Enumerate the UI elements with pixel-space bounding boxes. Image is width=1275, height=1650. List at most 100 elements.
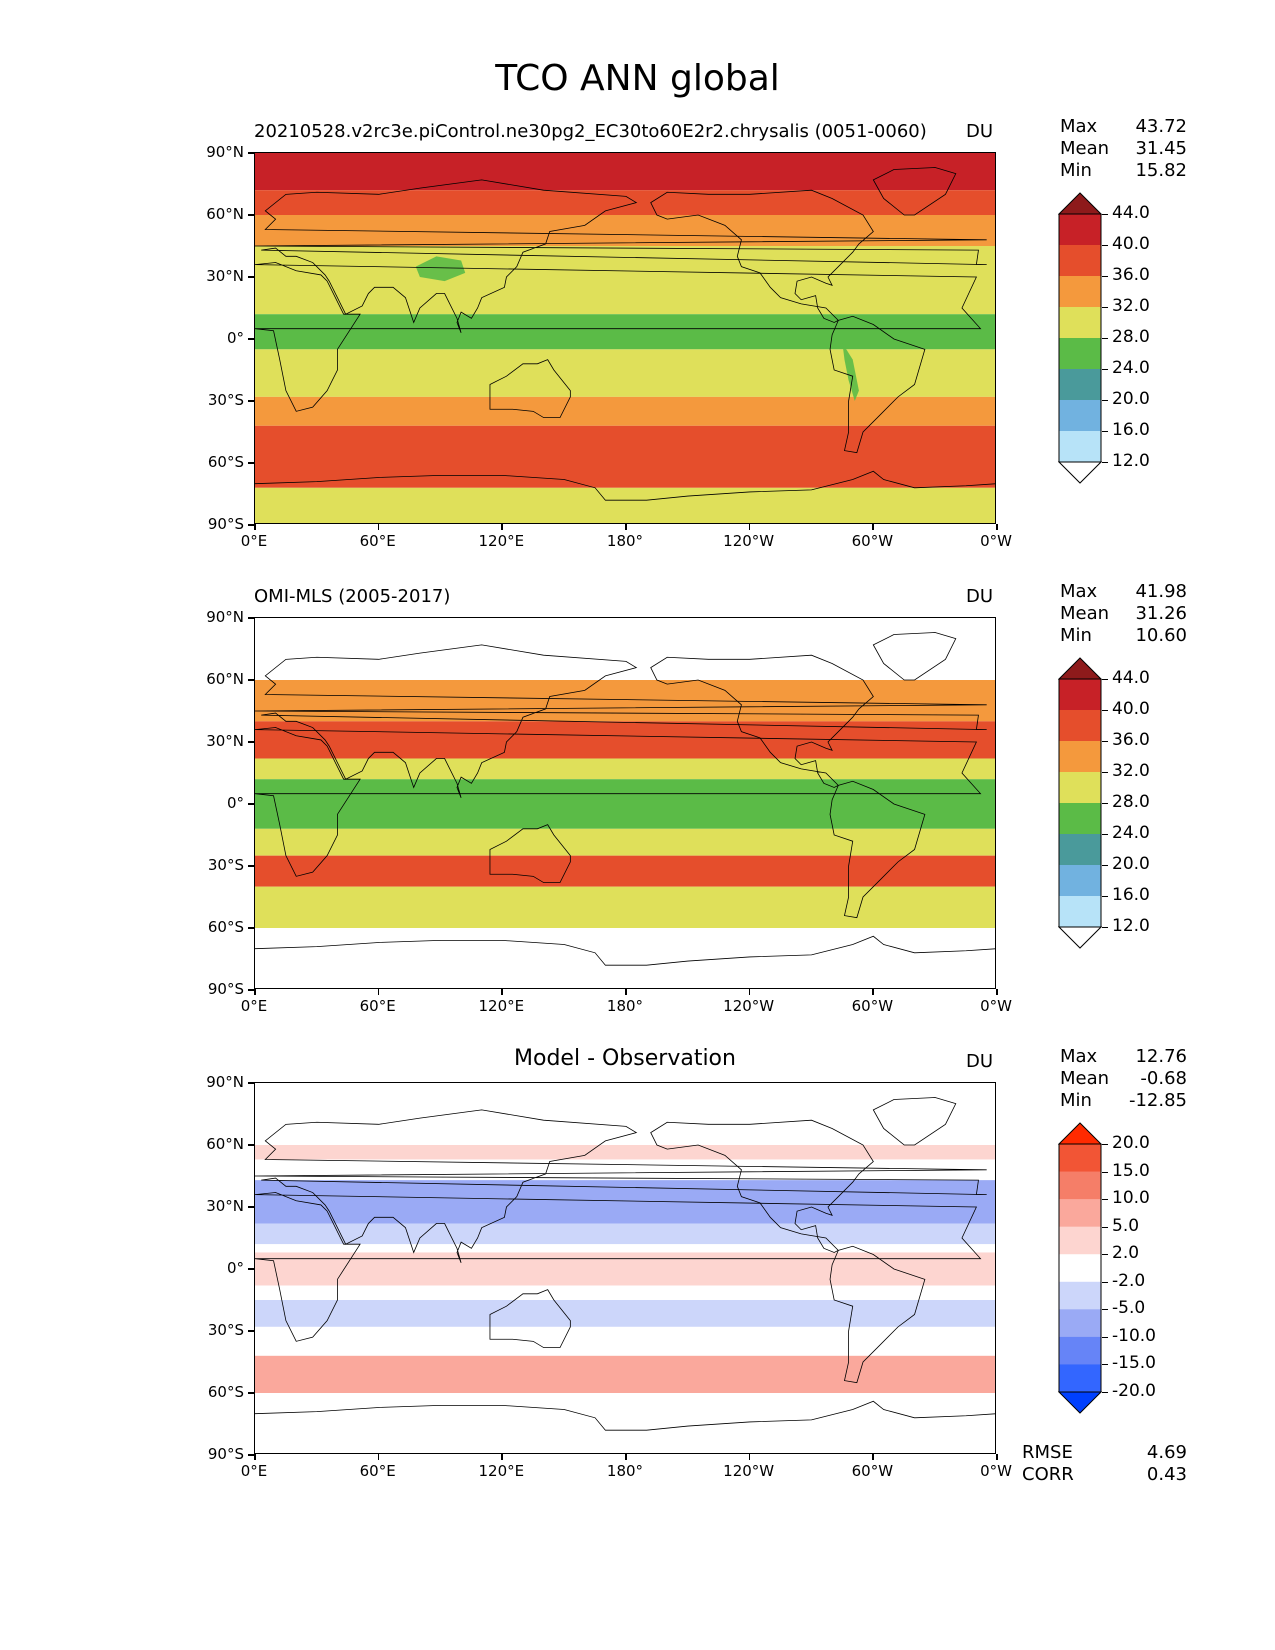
colorbar-segment	[1059, 307, 1101, 339]
colorbar-segment	[1059, 772, 1101, 804]
lon-tick-label: 120°W	[723, 1462, 775, 1480]
lon-tick-mark	[872, 1454, 874, 1460]
lat-tick-label: 30°S	[207, 1321, 244, 1339]
stat-label-mean: Mean	[1060, 1068, 1110, 1089]
color-band-4	[255, 314, 995, 350]
lon-tick-mark	[996, 1454, 998, 1460]
colorbar-segment	[1059, 896, 1101, 928]
color-band-11	[255, 1393, 995, 1453]
colorbar-tick	[1102, 927, 1108, 928]
colorbar-tick	[1102, 214, 1108, 215]
tibet-region	[415, 256, 466, 282]
color-band-8	[255, 928, 995, 988]
stat-value-max: 43.72	[1135, 116, 1187, 137]
lat-tick-mark	[248, 276, 254, 278]
colorbar-extend-low	[1057, 461, 1103, 484]
lon-tick-label: 120°E	[478, 997, 525, 1015]
colorbar-tick	[1102, 369, 1108, 370]
color-band-5	[255, 349, 995, 397]
lat-tick-mark	[248, 400, 254, 402]
colorbar-label: 40.0	[1112, 234, 1150, 254]
lat-tick-label: 60°S	[207, 453, 244, 471]
colorbar-segment	[1059, 431, 1101, 463]
lat-tick-mark	[248, 617, 254, 619]
lat-tick-label: 90°N	[206, 143, 244, 161]
colorbar-tick	[1102, 1336, 1108, 1338]
colorbar-tick	[1102, 462, 1108, 463]
colorbar-extend-high	[1057, 657, 1103, 680]
lon-tick-label: 60°E	[359, 1462, 396, 1480]
lon-tick-mark	[748, 1454, 751, 1460]
colorbar-tick	[1102, 865, 1108, 866]
lat-tick-mark	[248, 1268, 254, 1270]
colorbar-segment	[1059, 1364, 1101, 1393]
lon-tick-mark	[377, 1454, 380, 1460]
colorbar-label: 12.0	[1112, 916, 1150, 936]
colorbar-diff	[1057, 1122, 1103, 1414]
south-america-outline	[829, 1245, 926, 1384]
color-band-1	[255, 680, 995, 722]
lat-tick-mark	[248, 152, 254, 154]
units-label: DU	[966, 1051, 994, 1072]
lon-tick-label: 180°	[606, 1462, 644, 1480]
colorbar	[1057, 192, 1103, 484]
lat-tick-mark	[248, 524, 254, 526]
stat-label-min: Min	[1060, 1090, 1092, 1111]
color-band-0	[255, 1083, 995, 1145]
colorbar-tick	[1102, 772, 1108, 773]
stat-value-min: -12.85	[1128, 1090, 1187, 1111]
lat-tick-label: 60°S	[207, 1383, 244, 1401]
stat-label-min: Min	[1060, 625, 1092, 646]
colorbar-tick	[1102, 400, 1108, 401]
eurasia-outline	[255, 1109, 987, 1263]
colorbar-label: 2.0	[1112, 1243, 1140, 1264]
stat-label-mean: Mean	[1060, 138, 1110, 159]
map-model	[254, 152, 996, 524]
lon-tick-mark	[996, 524, 998, 530]
lon-tick-mark	[872, 524, 874, 530]
colorbar-label: 36.0	[1112, 265, 1150, 285]
lat-tick-mark	[248, 803, 254, 805]
lon-tick-mark	[996, 989, 998, 995]
lat-tick-mark	[248, 1392, 254, 1394]
colorbar-label: 32.0	[1112, 761, 1150, 781]
lon-tick-label: 120°W	[723, 532, 775, 550]
colorbar-label: -10.0	[1112, 1325, 1156, 1346]
lon-tick-mark	[254, 1454, 256, 1460]
stat-value-mean: 31.45	[1135, 138, 1187, 159]
color-band-6	[255, 396, 995, 426]
color-band-2	[255, 721, 995, 759]
corr-label: CORR	[1022, 1464, 1074, 1485]
colorbar-segment	[1059, 1254, 1101, 1283]
map-diff	[254, 1082, 996, 1454]
color-band-1	[255, 1145, 995, 1160]
colorbar-tick	[1102, 1171, 1108, 1173]
eurasia-outline	[255, 179, 987, 333]
lat-tick-label: 0°	[226, 329, 244, 347]
colorbar-segment	[1059, 834, 1101, 866]
stat-label-max: Max	[1060, 116, 1098, 137]
colorbar-tick	[1102, 1281, 1108, 1283]
lon-tick-label: 0°E	[240, 997, 268, 1015]
lon-tick-label: 0°W	[980, 997, 1012, 1015]
colorbar-tick	[1102, 338, 1108, 339]
color-band-7	[255, 886, 995, 928]
lat-tick-label: 0°	[226, 1259, 244, 1277]
stat-label-max: Max	[1060, 1046, 1098, 1067]
lat-tick-mark	[248, 989, 254, 991]
lat-tick-mark	[248, 741, 254, 743]
colorbar-extend-high	[1057, 192, 1103, 215]
lon-tick-label: 0°W	[980, 1462, 1012, 1480]
colorbar-tick	[1102, 1254, 1108, 1256]
colorbar-tick	[1102, 276, 1108, 277]
colorbar-label: 16.0	[1112, 420, 1150, 440]
color-band-0	[255, 618, 995, 680]
lon-tick-label: 0°W	[980, 532, 1012, 550]
lat-tick-label: 90°S	[207, 1445, 244, 1463]
units-label: DU	[966, 586, 994, 607]
colorbar-segment	[1059, 1309, 1101, 1338]
lat-tick-mark	[248, 1454, 254, 1456]
color-band-2	[255, 215, 995, 246]
panel-title: Model - Observation	[514, 1046, 736, 1071]
lat-tick-label: 60°N	[206, 670, 244, 688]
